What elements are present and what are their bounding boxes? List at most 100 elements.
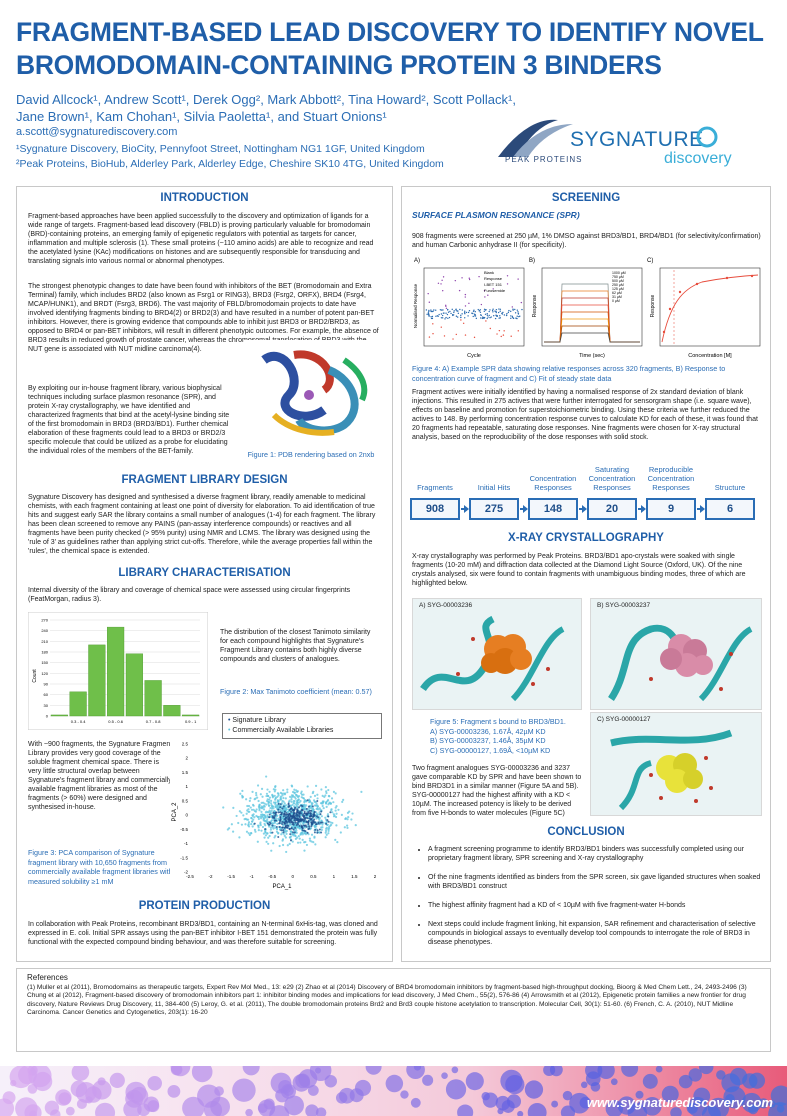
- pca-point-commercial: [312, 808, 315, 811]
- panel-a-point: [490, 316, 492, 318]
- panel-a-point: [443, 335, 446, 337]
- panel-a-point: [464, 334, 467, 336]
- pca-point-signature: [300, 826, 303, 829]
- pca-point-commercial: [346, 824, 349, 827]
- pca-point-commercial: [238, 810, 241, 813]
- footer-bubble: [451, 1066, 459, 1074]
- pca-point-commercial: [260, 829, 263, 832]
- funnel-stage-value: 9: [646, 498, 696, 520]
- footer-bubble: [365, 1058, 382, 1075]
- figure-5-title: Figure 5: Fragment s bound to BRD3/BD1.: [430, 717, 566, 726]
- panel-a-point: [461, 277, 463, 279]
- panel-a-point: [440, 317, 443, 319]
- footer-bubble: [257, 1103, 268, 1114]
- pca-point-commercial: [272, 788, 275, 791]
- panel-a-point: [457, 312, 460, 315]
- pca-point-signature: [292, 828, 295, 831]
- histogram-bar: [88, 644, 106, 717]
- pca-point-signature: [303, 817, 306, 820]
- footer-bubble: [580, 1081, 588, 1089]
- panel-a-point: [517, 278, 519, 280]
- pca-point-commercial: [295, 805, 298, 808]
- spr-figure: A) B) C) Cycle Normalised Response Blank…: [413, 258, 761, 359]
- panel-a-point: [464, 296, 466, 298]
- contact-email[interactable]: a.scott@sygnaturediscovery.com: [16, 126, 178, 138]
- pca-point-commercial: [274, 826, 277, 829]
- footer-bubble: [305, 1104, 319, 1116]
- footer-bubble: [670, 1107, 682, 1116]
- pca-point-commercial: [278, 844, 281, 848]
- pca-point-commercial: [282, 796, 285, 800]
- pca-point-commercial: [333, 814, 336, 817]
- pca-point-commercial: [326, 813, 330, 816]
- pca-point-signature: [310, 817, 313, 820]
- funnel-stage-label: Concentration Responses: [529, 474, 577, 492]
- histogram-y-tick: 150: [41, 660, 48, 665]
- footer-bubble: [385, 1074, 404, 1093]
- pca-point-signature: [268, 821, 271, 824]
- pca-point-commercial: [257, 799, 260, 803]
- pca-point-commercial: [320, 826, 323, 829]
- pca-point-commercial: [351, 812, 354, 815]
- footer-bubble: [501, 1099, 515, 1113]
- panel-a-point: [446, 309, 449, 311]
- pca-point-commercial: [310, 827, 313, 830]
- panel-a-legend-furosemide: Furosemide: [484, 288, 506, 293]
- pca-point-commercial: [270, 820, 273, 823]
- pca-point-signature: [279, 813, 282, 816]
- pca-point-commercial: [241, 794, 244, 797]
- pca-point-signature: [292, 821, 295, 824]
- panel-c-x-label: Concentration [M]: [688, 353, 732, 359]
- footer-website-link[interactable]: www.sygnaturediscovery.com: [586, 1095, 773, 1110]
- panel-a-point: [481, 317, 484, 320]
- pca-x-tick: 0.5: [310, 874, 317, 879]
- panel-a-point: [479, 309, 482, 311]
- pca-point-signature: [300, 819, 303, 822]
- pca-point-commercial: [249, 832, 253, 835]
- pca-point-signature: [275, 819, 278, 822]
- panel-a-point: [497, 311, 500, 314]
- xray-paragraph-2: Two fragment analogues SYG-00003236 and …: [412, 765, 582, 817]
- footer-bubble: [642, 1073, 658, 1089]
- pca-point-commercial: [301, 822, 305, 825]
- pca-point-signature: [302, 813, 305, 816]
- pca-point-commercial: [303, 849, 306, 852]
- footer-bubble: [642, 1097, 662, 1116]
- pca-point-commercial: [330, 797, 334, 800]
- pca-point-signature: [277, 811, 280, 814]
- pca-point-signature: [289, 833, 292, 836]
- pca-point-commercial: [281, 799, 284, 803]
- pca-point-signature: [268, 823, 271, 826]
- pca-point-signature: [314, 823, 317, 826]
- pca-point-signature: [313, 810, 316, 813]
- pca-point-commercial: [320, 828, 323, 832]
- pca-point-signature: [303, 824, 306, 827]
- funnel-arrow-icon: [697, 505, 705, 513]
- pca-point-commercial: [267, 842, 270, 845]
- pca-point-commercial: [245, 830, 249, 833]
- pca-point-commercial: [336, 841, 339, 844]
- pca-point-commercial: [254, 830, 257, 833]
- structure-b-label: B) SYG-00003237: [597, 602, 651, 609]
- histogram-y-tick: 210: [41, 639, 48, 644]
- pca-point-commercial: [360, 790, 363, 794]
- pca-point-commercial: [327, 788, 330, 792]
- pca-point-commercial: [335, 824, 338, 827]
- panel-a-point: [464, 305, 467, 307]
- pca-point-signature: [310, 825, 313, 828]
- panel-b-legend-entry: 31 µM: [612, 295, 622, 299]
- pca-point-commercial: [322, 807, 325, 810]
- footer-bubble: [524, 1080, 544, 1099]
- pca-point-commercial: [284, 797, 287, 800]
- panel-a-point: [458, 289, 461, 292]
- pca-point-commercial: [286, 791, 289, 794]
- pca-point-commercial: [301, 833, 304, 836]
- title-line-2: BROMODOMAIN-CONTAINING PROTEIN 3 BINDERS: [16, 50, 662, 80]
- footer-bubble: [621, 1059, 639, 1077]
- panel-a-point: [452, 338, 454, 340]
- pca-point-commercial: [321, 800, 324, 803]
- pca-point-commercial: [245, 818, 249, 821]
- panel-a-point: [489, 327, 491, 330]
- panel-a-point: [489, 316, 491, 319]
- pca-point-commercial: [240, 823, 244, 826]
